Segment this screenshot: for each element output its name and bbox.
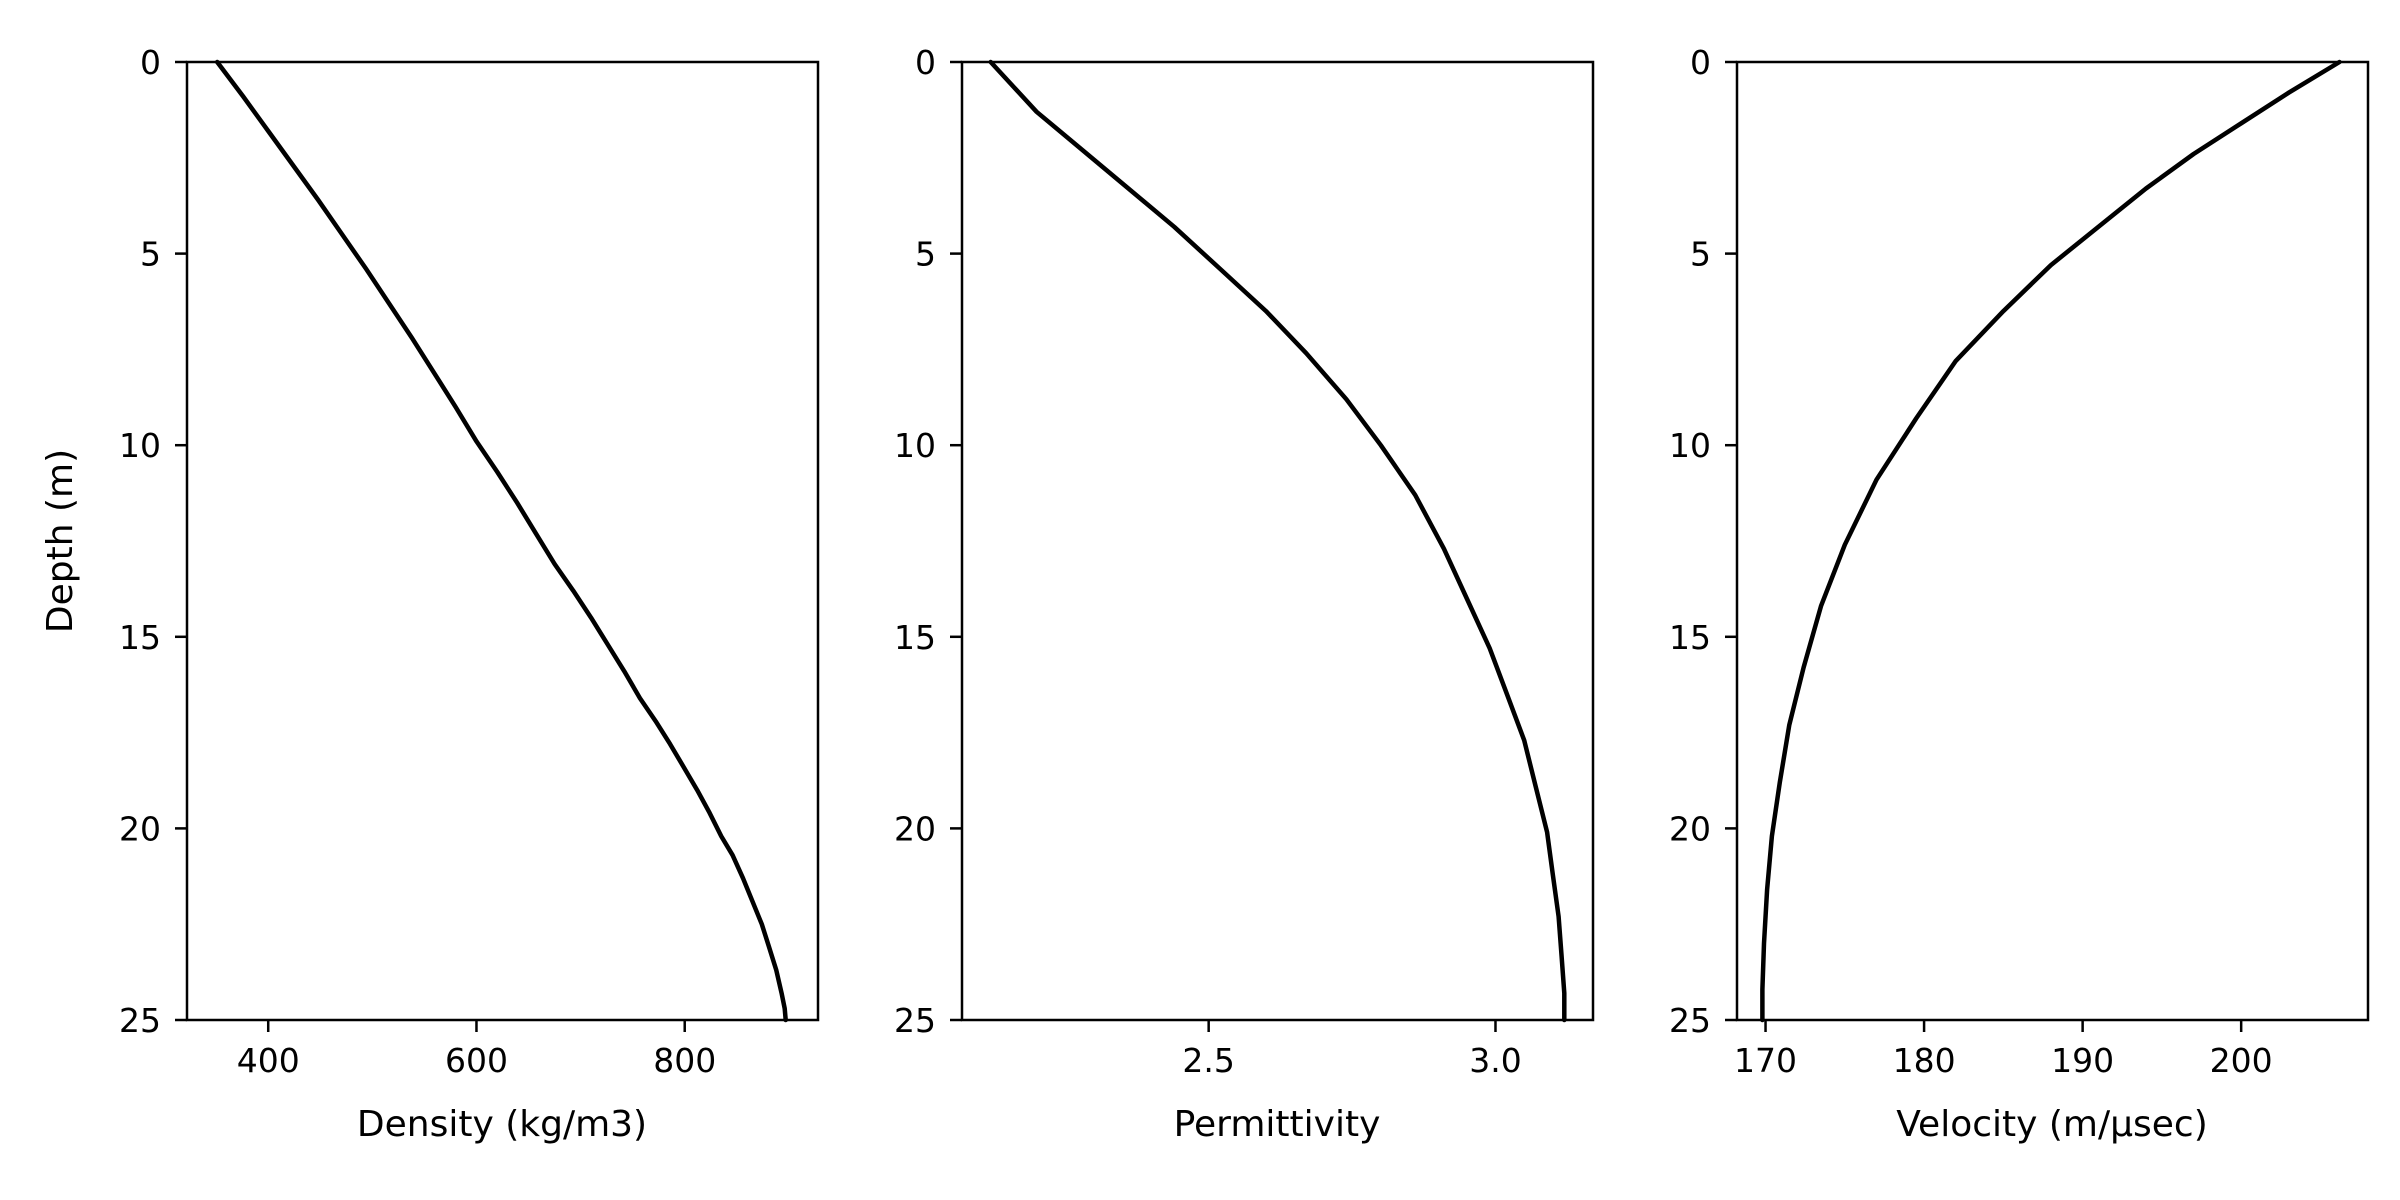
velocity-x-tick-label: 190 [2051, 1041, 2114, 1080]
density-axes-frame [185, 60, 820, 1022]
permittivity-y-tick-label: 5 [915, 235, 936, 274]
velocity-x-tick-label: 180 [1893, 1041, 1956, 1080]
density-y-tick-label: 25 [119, 1001, 161, 1040]
density-y-tick-label: 5 [140, 235, 161, 274]
density-y-tick-label: 0 [140, 43, 161, 82]
permittivity-series-line [988, 59, 1567, 1023]
permittivity-x-ticks: 2.5 3.0 [1182, 1020, 1522, 1080]
depth-y-axis-label: Depth (m) [40, 449, 81, 633]
permittivity-x-tick-label: 3.0 [1469, 1041, 1521, 1080]
velocity-y-tick-label: 25 [1669, 1001, 1711, 1040]
permittivity-y-ticks: 0 5 10 15 20 25 [894, 43, 962, 1040]
panel-density: 400 600 800 0 5 10 15 20 25 Density (kg/m3) Dep… [40, 43, 820, 1145]
density-x-axis-label: Density (kg/m3) [357, 1104, 647, 1145]
velocity-y-ticks: 0 5 10 15 20 25 [1669, 43, 1737, 1040]
velocity-y-tick-label: 5 [1690, 235, 1711, 274]
permittivity-x-axis-label: Permittivity [1174, 1104, 1381, 1145]
density-curve-layer [214, 59, 788, 1023]
permittivity-axes-frame [960, 60, 1595, 1022]
permittivity-y-tick-label: 10 [894, 426, 936, 465]
panel-permittivity: 2.5 3.0 0 5 10 15 20 25 Permittivity [894, 43, 1595, 1145]
density-x-tick-label: 400 [237, 1041, 300, 1080]
velocity-series-line [1760, 59, 2342, 1023]
density-x-tick-label: 800 [653, 1041, 716, 1080]
density-y-tick-label: 15 [119, 618, 161, 657]
density-x-ticks: 400 600 800 [237, 1020, 716, 1080]
permittivity-y-tick-label: 0 [915, 43, 936, 82]
velocity-x-axis-label: Velocity (m/μsec) [1896, 1104, 2208, 1145]
velocity-x-tick-label: 200 [2210, 1041, 2273, 1080]
density-x-tick-label: 600 [445, 1041, 508, 1080]
density-y-tick-label: 20 [119, 809, 161, 848]
density-series-line [214, 59, 788, 1023]
velocity-y-tick-label: 20 [1669, 809, 1711, 848]
panel-velocity: 170 180 190 200 0 5 10 15 20 25 Velocity (m/μsec… [1669, 43, 2370, 1145]
permittivity-x-tick-label: 2.5 [1182, 1041, 1234, 1080]
velocity-axes-frame [1735, 60, 2370, 1022]
permittivity-y-tick-label: 20 [894, 809, 936, 848]
permittivity-y-tick-label: 15 [894, 618, 936, 657]
density-y-ticks: 0 5 10 15 20 25 [119, 43, 187, 1040]
density-y-tick-label: 10 [119, 426, 161, 465]
velocity-y-tick-label: 0 [1690, 43, 1711, 82]
permittivity-y-tick-label: 25 [894, 1001, 936, 1040]
velocity-x-ticks: 170 180 190 200 [1734, 1020, 2273, 1080]
velocity-y-tick-label: 10 [1669, 426, 1711, 465]
velocity-y-tick-label: 15 [1669, 618, 1711, 657]
velocity-curve-layer [1760, 59, 2342, 1023]
permittivity-curve-layer [988, 59, 1567, 1023]
velocity-x-tick-label: 170 [1734, 1041, 1797, 1080]
